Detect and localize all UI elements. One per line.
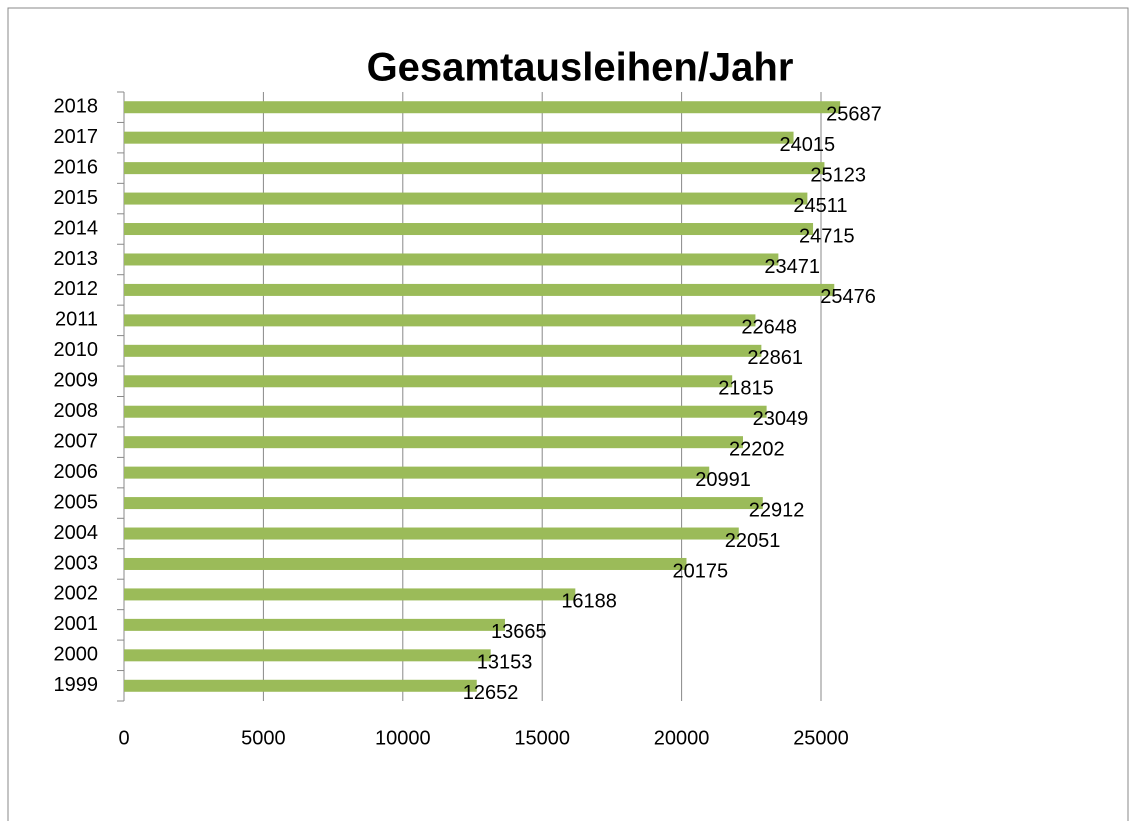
bar bbox=[124, 223, 814, 236]
data-label: 24511 bbox=[793, 195, 847, 217]
bar bbox=[124, 527, 739, 540]
chart-border bbox=[7, 7, 1129, 821]
data-label: 13665 bbox=[491, 621, 547, 643]
y-tick-label: 2012 bbox=[54, 278, 99, 300]
bar bbox=[124, 618, 505, 631]
y-tick-label: 2007 bbox=[54, 430, 99, 452]
data-label: 20175 bbox=[672, 560, 728, 582]
data-label: 23471 bbox=[764, 256, 820, 278]
chart-title: Gesamtausleihen/Jahr bbox=[367, 46, 794, 90]
data-label: 23049 bbox=[753, 408, 809, 430]
bar bbox=[124, 649, 491, 662]
data-label: 22861 bbox=[747, 347, 803, 369]
data-label: 21815 bbox=[718, 378, 774, 400]
data-label: 20991 bbox=[695, 469, 751, 491]
y-tick-label: 2013 bbox=[54, 248, 99, 270]
y-tick-label: 2004 bbox=[54, 522, 99, 544]
y-tick-label: 2002 bbox=[54, 583, 99, 605]
y-tick-label: 2001 bbox=[54, 613, 99, 635]
y-tick-label: 1999 bbox=[54, 674, 99, 696]
data-label: 12652 bbox=[463, 682, 519, 704]
y-tick-label: 2003 bbox=[54, 552, 99, 574]
bar bbox=[124, 314, 756, 327]
bar bbox=[124, 497, 763, 510]
data-label: 22051 bbox=[725, 530, 781, 552]
y-tick-label: 2000 bbox=[54, 644, 99, 666]
bar bbox=[124, 283, 835, 296]
data-label: 22912 bbox=[749, 499, 805, 521]
data-label: 25123 bbox=[810, 164, 866, 186]
y-tick-label: 2005 bbox=[54, 491, 99, 513]
x-tick-label: 25000 bbox=[793, 727, 849, 749]
bar bbox=[124, 253, 779, 266]
x-tick-label: 5000 bbox=[241, 727, 286, 749]
x-tick-label: 0 bbox=[118, 727, 129, 749]
y-tick-label: 2010 bbox=[54, 339, 99, 361]
bar bbox=[124, 131, 794, 144]
bar bbox=[124, 405, 767, 418]
y-tick-label: 2011 bbox=[55, 309, 98, 331]
data-label: 24715 bbox=[799, 225, 855, 247]
x-tick-label: 15000 bbox=[514, 727, 570, 749]
y-tick-label: 2017 bbox=[54, 126, 99, 148]
bar bbox=[124, 101, 841, 114]
y-tick-label: 2015 bbox=[54, 187, 99, 209]
data-label: 25476 bbox=[820, 286, 876, 308]
data-label: 24015 bbox=[780, 134, 836, 156]
bar bbox=[124, 192, 808, 205]
y-tick-label: 2006 bbox=[54, 461, 99, 483]
bar bbox=[124, 162, 825, 175]
bar bbox=[124, 679, 477, 692]
bar bbox=[124, 436, 743, 449]
bar bbox=[124, 557, 687, 570]
data-label: 22202 bbox=[729, 438, 785, 460]
bar bbox=[124, 466, 710, 479]
y-tick-label: 2008 bbox=[54, 400, 99, 422]
x-tick-label: 20000 bbox=[654, 727, 710, 749]
y-tick-label: 2014 bbox=[54, 217, 99, 239]
data-label: 16188 bbox=[561, 591, 617, 613]
data-label: 13153 bbox=[477, 652, 533, 674]
y-tick-label: 2016 bbox=[54, 156, 99, 178]
y-tick-label: 2018 bbox=[54, 96, 99, 118]
data-label: 25687 bbox=[826, 104, 882, 126]
bar bbox=[124, 588, 576, 601]
bar bbox=[124, 375, 733, 388]
x-tick-label: 10000 bbox=[375, 727, 431, 749]
bar bbox=[124, 344, 762, 357]
y-tick-label: 2009 bbox=[54, 370, 99, 392]
data-label: 22648 bbox=[741, 317, 797, 339]
